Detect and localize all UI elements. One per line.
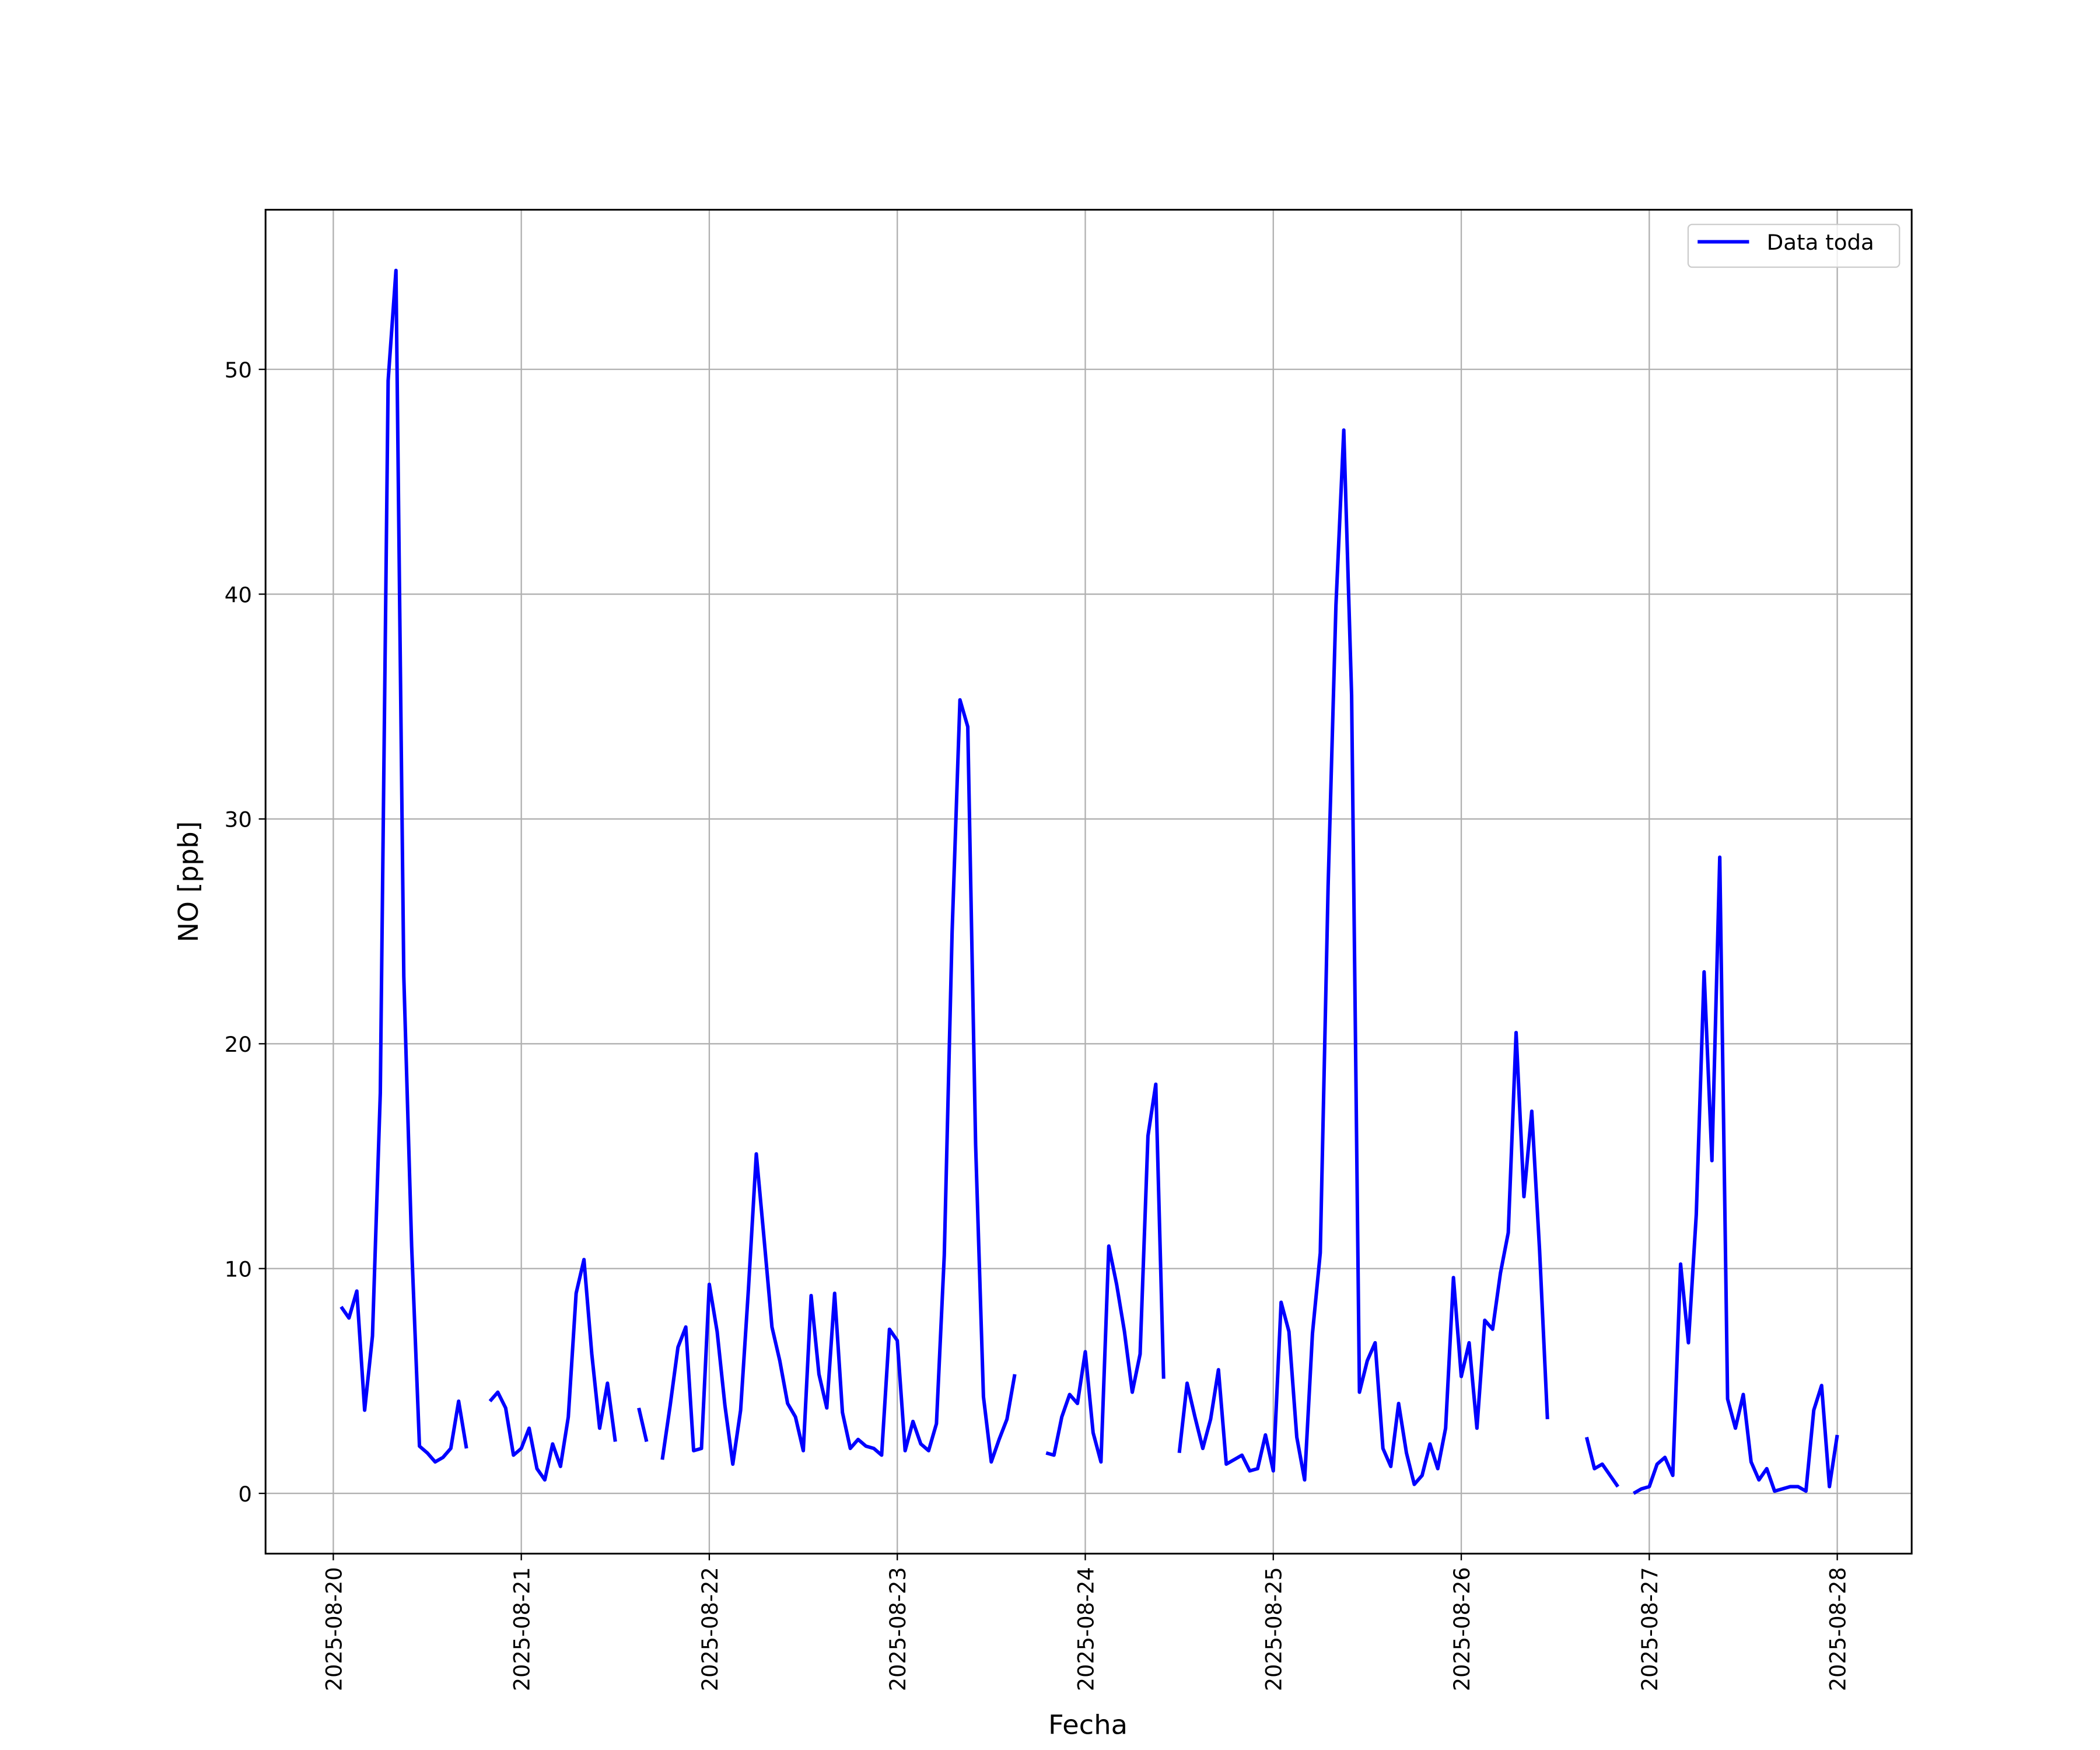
- grid: [265, 209, 1912, 1554]
- x-axis-label: Fecha: [1048, 1709, 1128, 1741]
- legend: Data toda: [1687, 223, 1901, 268]
- y-tick-label: 30: [225, 807, 252, 832]
- y-tick-label: 0: [238, 1482, 252, 1507]
- legend-label: Data toda: [1767, 230, 1874, 255]
- data-line: [340, 268, 1839, 1495]
- x-tick-label: 2025-08-24: [1073, 1567, 1098, 1691]
- legend-box: [1687, 223, 1901, 268]
- y-tick-label: 40: [225, 583, 252, 608]
- y-tick-label: 50: [225, 358, 252, 383]
- plot-area: [340, 268, 1839, 1495]
- x-tick-label: 2025-08-27: [1637, 1567, 1662, 1691]
- x-tick-label: 2025-08-25: [1261, 1567, 1286, 1691]
- y-tick-label: 20: [225, 1032, 252, 1057]
- y-tick-label: 10: [225, 1257, 252, 1282]
- x-tick-label: 2025-08-21: [509, 1567, 534, 1691]
- x-tick-label: 2025-08-26: [1450, 1567, 1475, 1691]
- x-tick-label: 2025-08-23: [886, 1567, 911, 1691]
- y-axis-label: NO [ppb]: [173, 821, 204, 943]
- axes-frame: [264, 209, 1913, 1555]
- ticks: 0 10 20 30 40 50 2025-08-20 2025-08-21 2025-08-2…: [225, 358, 1851, 1691]
- x-tick-label: 2025-08-22: [698, 1567, 723, 1691]
- x-tick-label: 2025-08-28: [1825, 1567, 1850, 1691]
- x-tick-label: 2025-08-20: [321, 1567, 346, 1691]
